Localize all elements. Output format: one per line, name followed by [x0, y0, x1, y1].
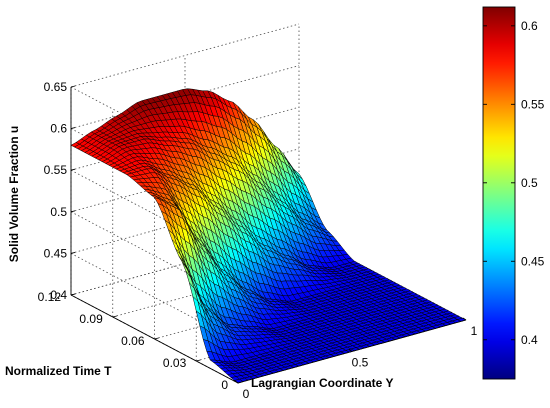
- surface-plot: [70, 88, 467, 384]
- x-tick-mark: [234, 380, 239, 384]
- x-tick-label: 1: [471, 324, 478, 338]
- z-gridline: [70, 65, 300, 129]
- z-tick-label: 0.45: [44, 246, 68, 260]
- z-tick-label: 0.55: [44, 163, 68, 177]
- x-axis-label: Lagrangian Coordinate Y: [251, 376, 393, 390]
- z-axis-label: Solid Volume Fraction u: [7, 126, 21, 262]
- t-tick-mark: [70, 293, 76, 296]
- colorbar-tick-label: 0.6: [521, 19, 538, 33]
- colorbar-tick-label: 0.4: [521, 333, 538, 347]
- z-tick-mark: [70, 251, 76, 254]
- z-tick-label: 0.65: [44, 80, 68, 94]
- z-tick-mark: [70, 168, 76, 171]
- colorbar: 0.4 0.45 0.5 0.55 0.6: [482, 6, 545, 380]
- z-tick-mark: [70, 85, 76, 88]
- colorbar-tick-label: 0.55: [521, 97, 545, 111]
- t-tick-label: 0.09: [79, 312, 103, 326]
- z-gridline: [70, 106, 300, 171]
- y-axis-label: Normalized Time T: [5, 364, 112, 378]
- x-tick-label: 0: [243, 387, 250, 401]
- z-tick-mark: [70, 127, 76, 130]
- t-tick-mark: [154, 337, 159, 340]
- z-tick-label: 0.5: [50, 205, 67, 219]
- colorbar-tick-label: 0.5: [521, 176, 538, 190]
- t-tick-mark: [112, 315, 117, 318]
- z-tick-mark: [70, 210, 76, 213]
- t-tick-mark: [196, 359, 201, 362]
- t-tick-label: 0.03: [163, 356, 187, 370]
- t-tick-mark: [237, 381, 243, 384]
- axis-ticks: 0.4 0.45 0.5 0.55 0.6 0.65 0 0.03 0.06 0.09 0.12 0 0…: [38, 80, 478, 401]
- x-tick-mark: [348, 349, 353, 352]
- t-tick-label: 0: [221, 378, 228, 392]
- t-tick-label: 0.06: [121, 334, 145, 348]
- z-tick-label: 0.4: [50, 288, 67, 302]
- z-gridline: [70, 23, 300, 88]
- colorbar-tick-label: 0.45: [521, 254, 545, 268]
- colorbar-gradient: [482, 6, 516, 380]
- x-tick-label: 0.5: [352, 356, 369, 370]
- t-tick-label: 0.12: [38, 290, 62, 304]
- z-tick-label: 0.6: [50, 122, 67, 136]
- x-tick-mark: [462, 317, 467, 321]
